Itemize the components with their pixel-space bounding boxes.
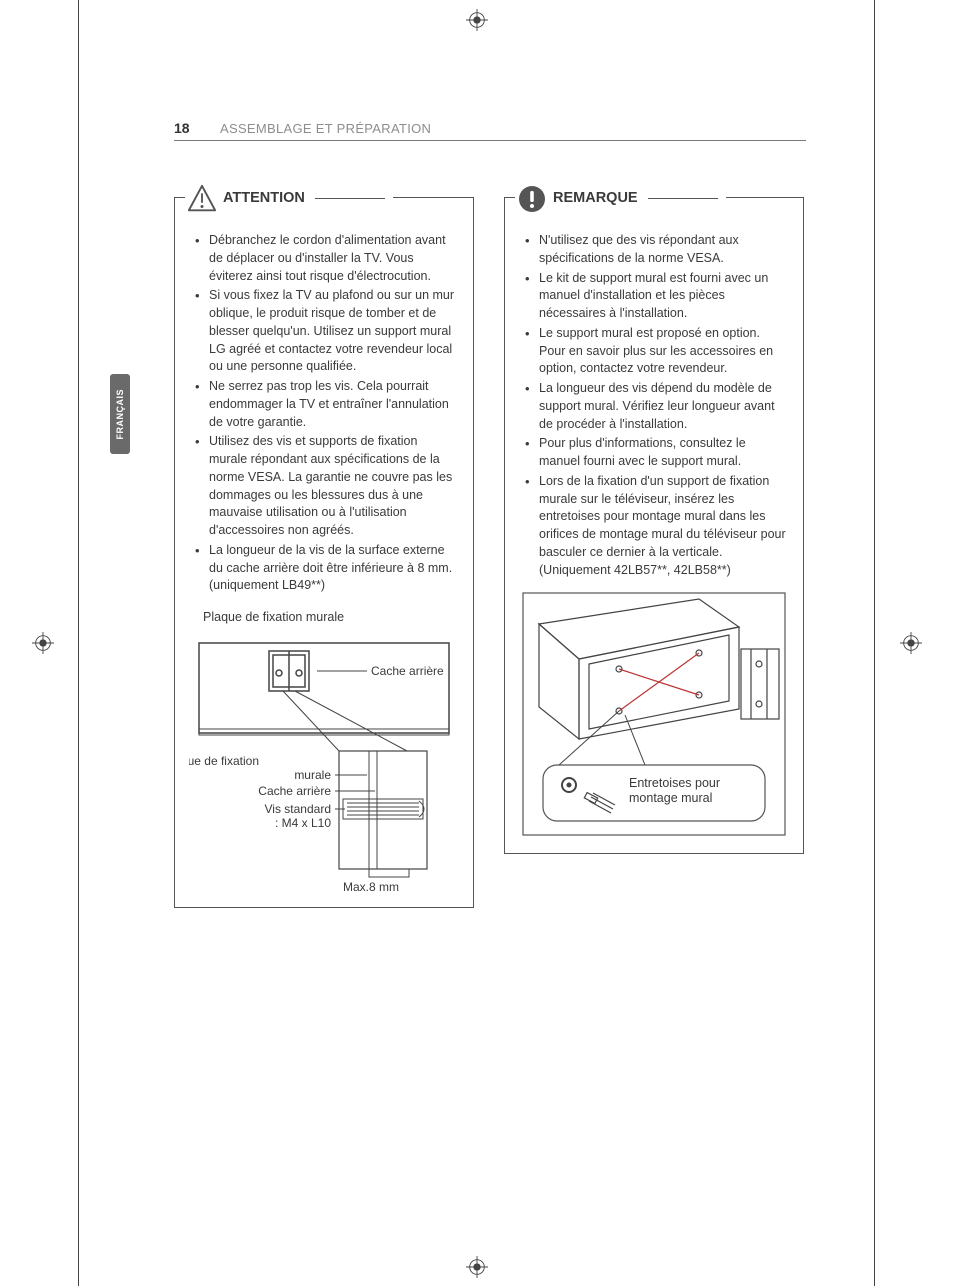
language-tab: FRANÇAIS <box>110 374 130 454</box>
wall-plate-diagram: Cache arrière <box>189 633 459 893</box>
remarque-item: Le kit de support mural est fourni avec … <box>523 270 789 323</box>
attention-item: Ne serrez pas trop les vis. Cela pourrai… <box>193 378 459 431</box>
attention-item: Si vous fixez la TV au plafond ou sur un… <box>193 287 459 376</box>
title-rule <box>648 198 718 199</box>
remarque-item: Le support mural est proposé en option. … <box>523 325 789 378</box>
section-title: ASSEMBLAGE ET PRÉPARATION <box>220 121 431 136</box>
crop-mark-left <box>78 0 79 1286</box>
registration-mark-top <box>466 9 488 31</box>
page-content: 18 ASSEMBLAGE ET PRÉPARATION ATTENTION D… <box>174 120 806 908</box>
svg-text:Entretoises pour: Entretoises pour <box>629 776 720 790</box>
left-column: ATTENTION Débranchez le cordon d'aliment… <box>174 197 474 908</box>
label-max: Max.8 mm <box>343 880 399 893</box>
svg-text:murale: murale <box>294 768 331 782</box>
registration-mark-bottom <box>466 1256 488 1278</box>
remarque-item: Pour plus d'informations, consultez le m… <box>523 435 789 471</box>
diagram1-caption: Plaque de fixation murale <box>203 609 459 627</box>
attention-list: Débranchez le cordon d'alimentation avan… <box>189 232 459 595</box>
attention-title-row: ATTENTION <box>185 184 393 212</box>
remarque-item: Lors de la fixation d'un support de fixa… <box>523 473 789 580</box>
remarque-box: REMARQUE N'utilisez que des vis répondan… <box>504 197 804 854</box>
attention-item: Utilisez des vis et supports de fixation… <box>193 433 459 540</box>
remarque-title: REMARQUE <box>553 188 638 209</box>
info-exclamation-icon <box>517 184 547 212</box>
label-screw1: Vis standard <box>265 802 332 816</box>
title-rule <box>315 198 385 199</box>
remarque-title-row: REMARQUE <box>515 184 726 212</box>
remarque-list: N'utilisez que des vis répondant aux spé… <box>519 232 789 579</box>
remarque-item: N'utilisez que des vis répondant aux spé… <box>523 232 789 268</box>
warning-triangle-icon <box>187 184 217 212</box>
attention-item: La longueur de la vis de la surface exte… <box>193 542 459 595</box>
right-column: REMARQUE N'utilisez que des vis répondan… <box>504 197 804 908</box>
attention-box: ATTENTION Débranchez le cordon d'aliment… <box>174 197 474 908</box>
label-wall-plate-line1: Plaque de fixation <box>189 754 259 768</box>
label-back-cover2: Cache arrière <box>258 784 331 798</box>
language-tab-label: FRANÇAIS <box>115 389 125 440</box>
label-back-cover: Cache arrière <box>371 664 444 678</box>
remarque-item: La longueur des vis dépend du modèle de … <box>523 380 789 433</box>
label-screw2: : M4 x L10 <box>275 816 331 830</box>
spacer-diagram: Entretoises pour montage mural <box>519 589 789 839</box>
registration-mark-right <box>900 632 922 654</box>
svg-text:montage mural: montage mural <box>629 791 712 805</box>
crop-mark-right <box>874 0 875 1286</box>
page-number: 18 <box>174 120 220 136</box>
attention-title: ATTENTION <box>223 188 305 209</box>
registration-mark-left <box>32 632 54 654</box>
page-header: 18 ASSEMBLAGE ET PRÉPARATION <box>174 120 806 141</box>
attention-item: Débranchez le cordon d'alimentation avan… <box>193 232 459 285</box>
